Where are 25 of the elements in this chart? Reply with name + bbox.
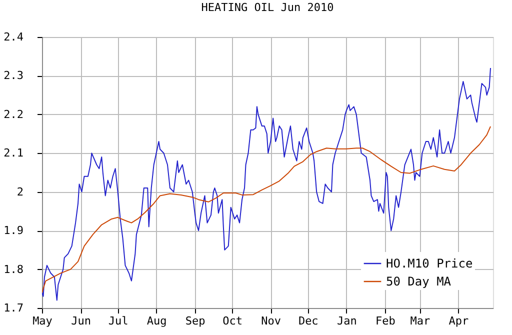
chart-title: HEATING OIL Jun 2010 (201, 1, 334, 14)
y-tick-label: 2.3 (4, 69, 24, 82)
y-tick-label: 1.8 (4, 262, 24, 276)
x-tick-label: Aug (146, 314, 167, 328)
x-tick-label: Jan (336, 314, 357, 328)
x-tick-label: Apr (448, 314, 470, 328)
x-tick-label: Nov (261, 314, 282, 328)
x-tick-label: Dec (298, 314, 318, 328)
y-tick-label: 2.4 (4, 30, 24, 44)
x-tick-label: May (32, 314, 53, 328)
y-tick-label: 2.2 (4, 108, 24, 121)
x-tick-label: Mar (410, 314, 431, 328)
x-tick-label: Sep (185, 314, 206, 328)
x-tick-label: Oct (222, 314, 243, 328)
y-tick-label: 2 (16, 185, 24, 198)
x-tick-label: Feb (375, 314, 396, 328)
x-tick-label: Jun (71, 314, 91, 328)
legend-label: 50 Day MA (386, 274, 452, 288)
line-series (42, 126, 492, 294)
y-tick-label: 2.1 (4, 146, 24, 160)
y-tick-label: 1.9 (4, 224, 24, 238)
legend-label: HO.M10 Price (386, 256, 473, 270)
y-tick-label: 1.7 (4, 302, 24, 314)
x-tick-label: Jul (108, 314, 128, 328)
line-series (42, 67, 492, 301)
